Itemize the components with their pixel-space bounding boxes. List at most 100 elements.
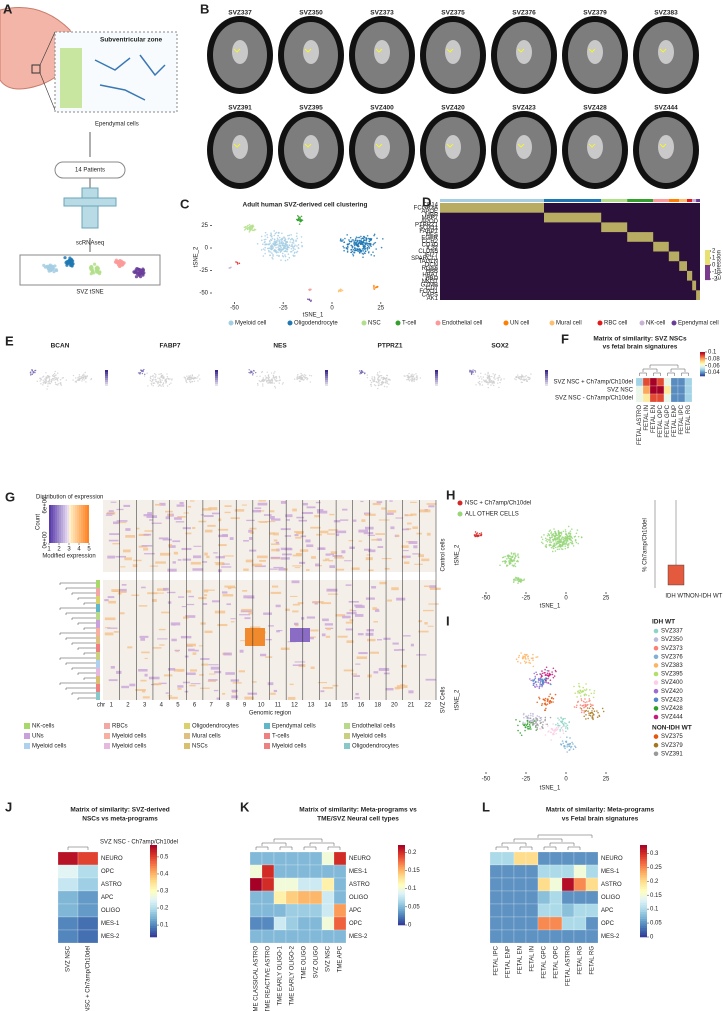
scan-label: SVZ420 [441, 105, 465, 112]
cell-dot [598, 714, 600, 717]
cell-dot [147, 385, 149, 387]
cnv-cell [418, 620, 423, 623]
colorbar [700, 358, 705, 360]
cell-dot [375, 380, 377, 383]
colorbar [150, 877, 157, 880]
colorbar [69, 505, 71, 543]
cell-dot [283, 242, 285, 245]
heatmap-cell [273, 851, 287, 866]
cell-dot [264, 246, 267, 249]
gene-label: APOD [421, 219, 439, 225]
cell-dot [558, 719, 560, 721]
cell-dot [294, 244, 296, 246]
cell-dot [277, 231, 280, 234]
legend-swatch [24, 723, 30, 729]
cnv-cell [428, 505, 435, 508]
cnv-cell [265, 656, 273, 658]
cell-dot [567, 542, 570, 545]
colorbar [150, 886, 157, 889]
cnv-cell [363, 532, 374, 535]
cell-dot [478, 377, 480, 379]
heatmap-cell [663, 377, 672, 387]
cell-dot [157, 382, 159, 385]
cell-dot [90, 378, 93, 380]
colorbar [215, 372, 218, 374]
cell-dot [550, 728, 553, 730]
cnv-cell [204, 630, 213, 634]
cell-dot [266, 233, 268, 236]
colorbar [640, 863, 647, 866]
label: IDH WT [652, 619, 675, 626]
colorbar [398, 859, 405, 862]
cell-dot [262, 377, 265, 379]
cell-dot [591, 717, 594, 719]
colorbar-label: 0.1 [708, 350, 717, 356]
cell-dot [576, 701, 579, 704]
row-label: MES-2 [101, 934, 120, 940]
cnv-cell [285, 514, 293, 518]
cell-dot [93, 262, 97, 266]
cnv-cell [310, 629, 319, 632]
cnv-cell [372, 607, 377, 611]
cnv-cell [333, 556, 345, 559]
cnv-cell [167, 695, 173, 697]
cell-dot [548, 674, 551, 677]
cnv-cell [221, 566, 232, 568]
row-label: OPC [101, 869, 115, 875]
cell-dot [304, 377, 306, 379]
mri-arrow [304, 48, 312, 53]
cnv-cell [213, 552, 218, 554]
cell-dot [350, 240, 353, 243]
cell-dot [592, 696, 595, 699]
colorbar [325, 378, 328, 380]
cnv-cell [252, 681, 257, 683]
cell-dot [517, 582, 519, 584]
cell-dot [282, 244, 284, 247]
cell-dot [555, 670, 557, 673]
cell-dot [253, 229, 255, 232]
dendrogram [65, 587, 100, 590]
heatmap-cell [273, 864, 287, 879]
cell-dot [585, 718, 587, 720]
cell-dot [469, 369, 471, 372]
cell-dot [197, 380, 199, 382]
cnv-cell [140, 637, 146, 641]
scan-label: SVZ383 [654, 10, 678, 17]
cell-dot [150, 382, 152, 385]
cnv-cell [244, 696, 254, 700]
cell-dot [550, 546, 553, 549]
cell-dot [165, 381, 167, 384]
heatmap-cell [321, 864, 335, 879]
cell-dot [272, 374, 274, 376]
dendrogram [273, 838, 323, 842]
cnv-cell [179, 501, 184, 505]
legend-swatch [104, 743, 110, 749]
cnv-cell [263, 514, 272, 516]
cell-dot [300, 220, 302, 222]
cell-dot [523, 379, 525, 381]
cnv-cell [174, 517, 182, 520]
cell-dot [541, 684, 544, 687]
cnv-cell [328, 560, 334, 562]
cell-dot [276, 254, 278, 257]
cell-dot [574, 692, 577, 694]
cell-dot [548, 530, 551, 533]
cell-dot [587, 717, 589, 720]
cell-dot [308, 298, 311, 301]
gene-label: FOXJ1 [419, 289, 438, 295]
cell-dot [367, 237, 370, 240]
cnv-cell [273, 566, 284, 569]
heatmap-cell [321, 929, 335, 944]
cell-dot [523, 376, 525, 378]
cell-dot [528, 661, 530, 664]
cell-dot [590, 711, 593, 714]
cell-dot [366, 249, 369, 251]
colorbar [700, 355, 705, 357]
label: % Ch7amp/Ch10del [643, 518, 649, 572]
cell-dot [291, 243, 293, 246]
y-tick-label: 0 [205, 246, 209, 252]
colorbar [398, 861, 405, 864]
cell-dot [275, 231, 278, 234]
cell-dot [407, 377, 410, 379]
colorbar [215, 370, 218, 372]
